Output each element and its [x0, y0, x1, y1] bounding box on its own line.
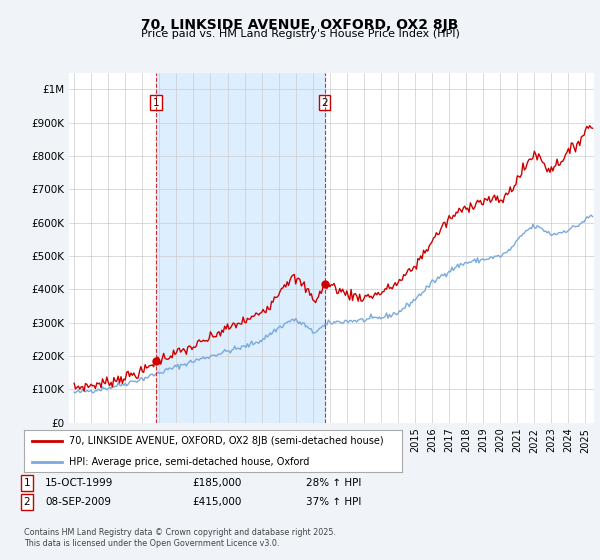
Text: 28% ↑ HPI: 28% ↑ HPI [306, 478, 361, 488]
Text: 1: 1 [23, 478, 31, 488]
Text: Price paid vs. HM Land Registry's House Price Index (HPI): Price paid vs. HM Land Registry's House … [140, 29, 460, 39]
Text: £415,000: £415,000 [192, 497, 241, 507]
Text: 2: 2 [23, 497, 31, 507]
Text: 15-OCT-1999: 15-OCT-1999 [45, 478, 113, 488]
Text: 1: 1 [152, 98, 159, 108]
Bar [156, 73, 325, 423]
Text: 70, LINKSIDE AVENUE, OXFORD, OX2 8JB: 70, LINKSIDE AVENUE, OXFORD, OX2 8JB [142, 18, 458, 32]
Text: 2: 2 [321, 98, 328, 108]
Text: £185,000: £185,000 [192, 478, 241, 488]
Text: 08-SEP-2009: 08-SEP-2009 [45, 497, 111, 507]
Text: Contains HM Land Registry data © Crown copyright and database right 2025.
This d: Contains HM Land Registry data © Crown c… [24, 528, 336, 548]
Text: 37% ↑ HPI: 37% ↑ HPI [306, 497, 361, 507]
Text: HPI: Average price, semi-detached house, Oxford: HPI: Average price, semi-detached house,… [70, 458, 310, 467]
Text: 70, LINKSIDE AVENUE, OXFORD, OX2 8JB (semi-detached house): 70, LINKSIDE AVENUE, OXFORD, OX2 8JB (se… [70, 436, 384, 446]
